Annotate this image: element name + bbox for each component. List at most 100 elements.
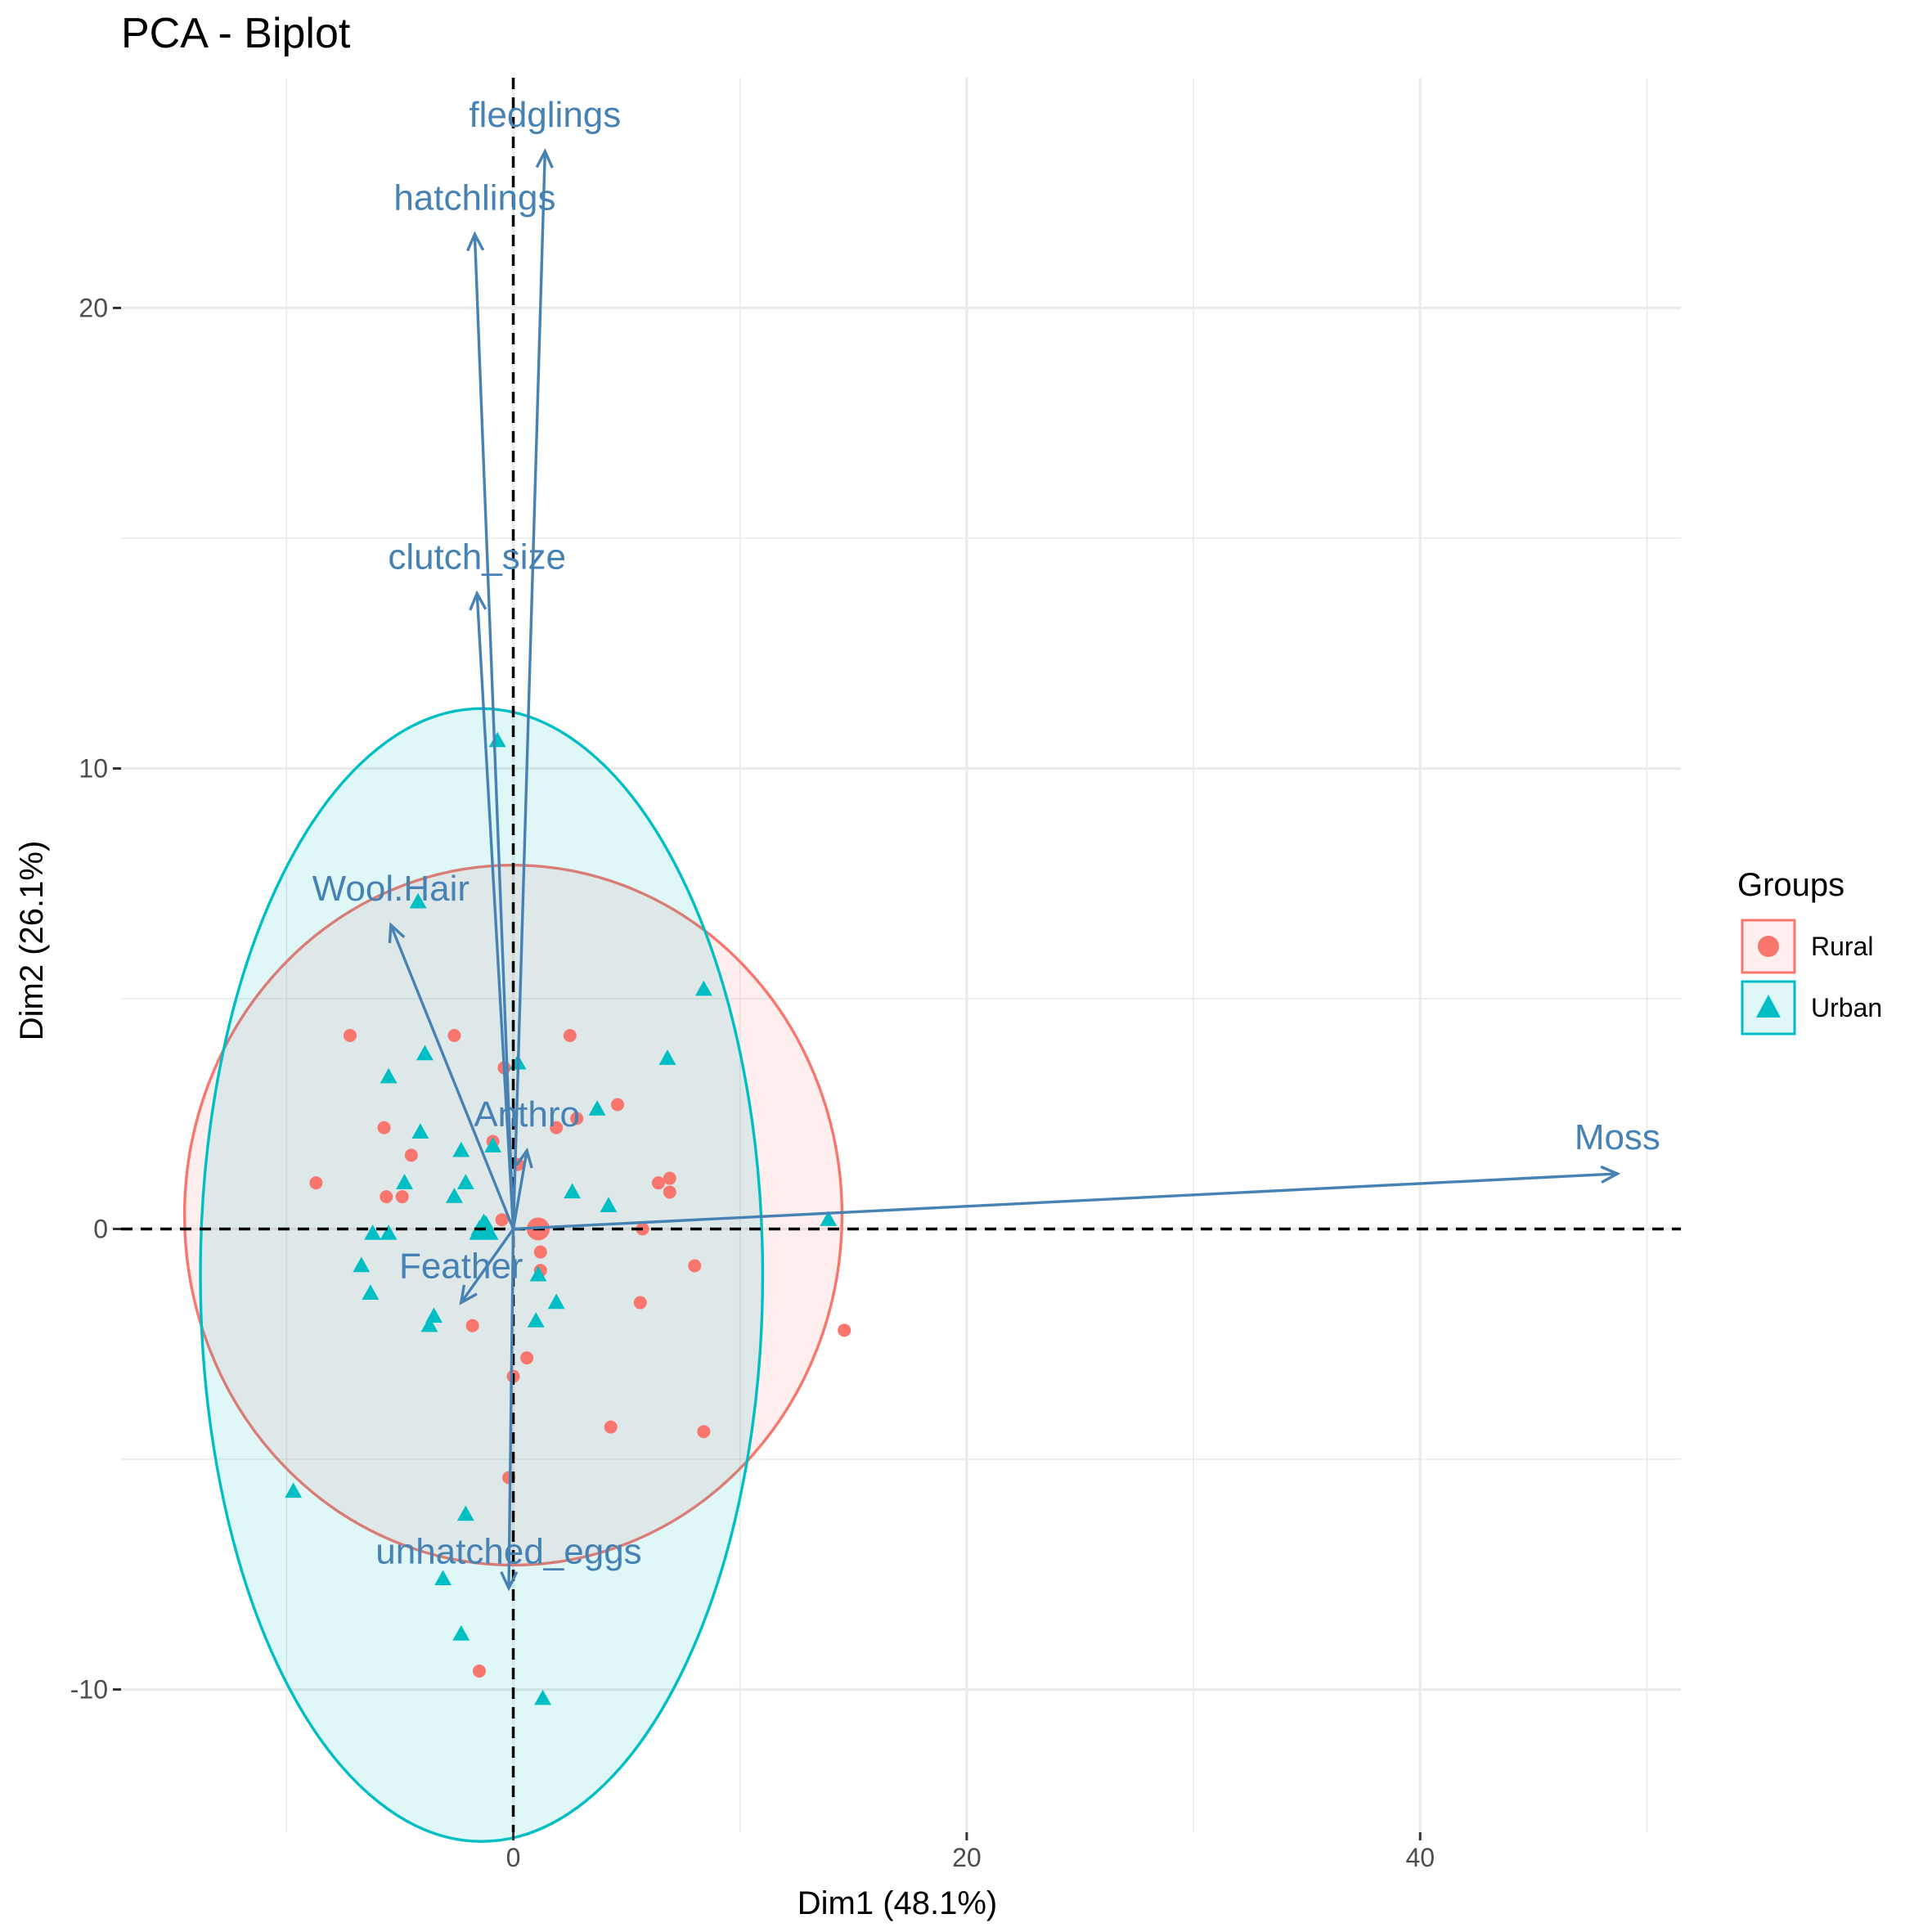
x-tick-label: 0	[506, 1843, 521, 1872]
urban-point	[484, 1137, 502, 1152]
clutch-size-label: clutch_size	[388, 537, 566, 577]
anthro-label: Anthro	[474, 1094, 580, 1134]
rural-point	[343, 1029, 357, 1043]
rural-point	[465, 1319, 479, 1332]
feather-label: Feather	[399, 1247, 523, 1287]
variable-arrows	[388, 148, 1621, 1592]
x-tick-label: 20	[952, 1843, 982, 1872]
legend-urban-triangle-icon	[1756, 995, 1781, 1018]
hatchlings-arrowhead	[466, 231, 485, 252]
rural-point	[309, 1176, 323, 1190]
urban-point	[362, 1284, 380, 1300]
urban-point	[534, 1689, 552, 1705]
y-axis-title: Dim2 (26.1%)	[14, 841, 50, 1041]
urban-point	[353, 1256, 371, 1273]
feather-arrowhead	[459, 1284, 478, 1305]
urban-point	[409, 892, 427, 909]
unhatched-eggs-arrowhead	[500, 1570, 519, 1592]
legend-rural-circle-icon	[1758, 936, 1779, 957]
plot-panel: fledglings hatchlings clutch_size Wool.Hair…	[121, 78, 1681, 1843]
y-tick-label: 20	[79, 293, 108, 322]
rural-point	[663, 1171, 676, 1185]
rural-point	[563, 1029, 577, 1043]
urban-point	[285, 1482, 303, 1498]
rural-point	[447, 1029, 461, 1043]
minor-gridlines	[121, 78, 1681, 1832]
legend-label-rural: Rural	[1811, 932, 1873, 961]
urban-centroid	[469, 1213, 499, 1240]
axis-ticks: 0 20 40 -10 0 10 20	[70, 293, 1435, 1872]
x-tick-label: 40	[1405, 1843, 1435, 1872]
urban-point	[380, 1067, 398, 1084]
urban-point	[588, 1100, 606, 1116]
rural-point	[663, 1185, 676, 1199]
feather-arrow	[460, 1228, 514, 1304]
urban-point	[820, 1211, 838, 1226]
moss-arrowhead	[1600, 1165, 1621, 1184]
urban-point	[456, 1505, 474, 1521]
wool-hair-arrowhead	[388, 922, 406, 943]
urban-point	[564, 1183, 582, 1199]
y-tick-label: -10	[70, 1674, 108, 1704]
rural-point	[604, 1420, 618, 1434]
urban-point	[529, 1265, 547, 1282]
urban-point	[658, 1049, 676, 1065]
rural-point	[651, 1176, 665, 1190]
chart-title: PCA - Biplot	[121, 10, 351, 57]
rural-point	[697, 1425, 711, 1439]
clutch-size-arrow	[475, 593, 515, 1229]
variable-labels: fledglings hatchlings clutch_size Wool.Hair…	[312, 95, 1660, 1572]
rural-point	[570, 1112, 584, 1126]
fledglings-arrow	[511, 151, 547, 1229]
wool-hair-arrow	[389, 924, 515, 1230]
hatchlings-label: hatchlings	[393, 177, 555, 218]
rural-point	[520, 1351, 534, 1365]
fledglings-label: fledglings	[469, 95, 621, 135]
urban-point	[416, 1045, 434, 1061]
rural-point	[380, 1190, 393, 1204]
legend: Groups Rural Urban	[1737, 867, 1882, 1036]
hatchlings-arrow	[473, 234, 515, 1229]
urban-point	[600, 1197, 618, 1213]
urban-point	[396, 1174, 413, 1189]
anthro-arrow	[511, 1150, 528, 1229]
urban-point	[434, 1570, 452, 1586]
y-tick-label: 0	[93, 1214, 108, 1243]
legend-title: Groups	[1737, 867, 1844, 903]
anthro-arrowhead	[514, 1147, 533, 1169]
urban-point	[420, 1316, 438, 1332]
urban-point	[452, 1624, 470, 1641]
rural-point	[472, 1664, 486, 1678]
urban-point	[380, 1224, 398, 1240]
unhatched-eggs-arrow	[507, 1229, 515, 1588]
reference-lines	[121, 78, 1681, 1832]
urban-point	[456, 1174, 474, 1189]
wool-hair-label: Wool.Hair	[312, 869, 470, 909]
clutch-size-arrowhead	[469, 590, 487, 611]
rural-point	[377, 1121, 391, 1134]
urban-point	[364, 1224, 382, 1240]
urban-point	[446, 1188, 463, 1203]
urban-point	[694, 980, 712, 996]
urban-point	[452, 1141, 470, 1157]
rural-point	[611, 1098, 625, 1112]
legend-label-urban: Urban	[1811, 993, 1882, 1022]
x-axis-title: Dim1 (48.1%)	[798, 1885, 998, 1921]
y-tick-label: 10	[79, 753, 108, 783]
moss-arrow	[513, 1172, 1618, 1231]
rural-point	[633, 1296, 647, 1310]
rural-point	[838, 1323, 851, 1337]
moss-label: Moss	[1575, 1117, 1660, 1157]
fledglings-arrowhead	[535, 148, 554, 168]
urban-point	[527, 1312, 545, 1328]
unhatched-eggs-label: unhatched_eggs	[375, 1532, 641, 1572]
urban-point	[411, 1123, 429, 1139]
rural-point	[533, 1245, 547, 1259]
rural-point	[404, 1148, 418, 1162]
rural-point	[688, 1259, 702, 1273]
rural-point	[495, 1213, 509, 1227]
urban-point	[547, 1293, 565, 1310]
rural-point	[395, 1190, 409, 1204]
rural-point	[550, 1121, 564, 1134]
